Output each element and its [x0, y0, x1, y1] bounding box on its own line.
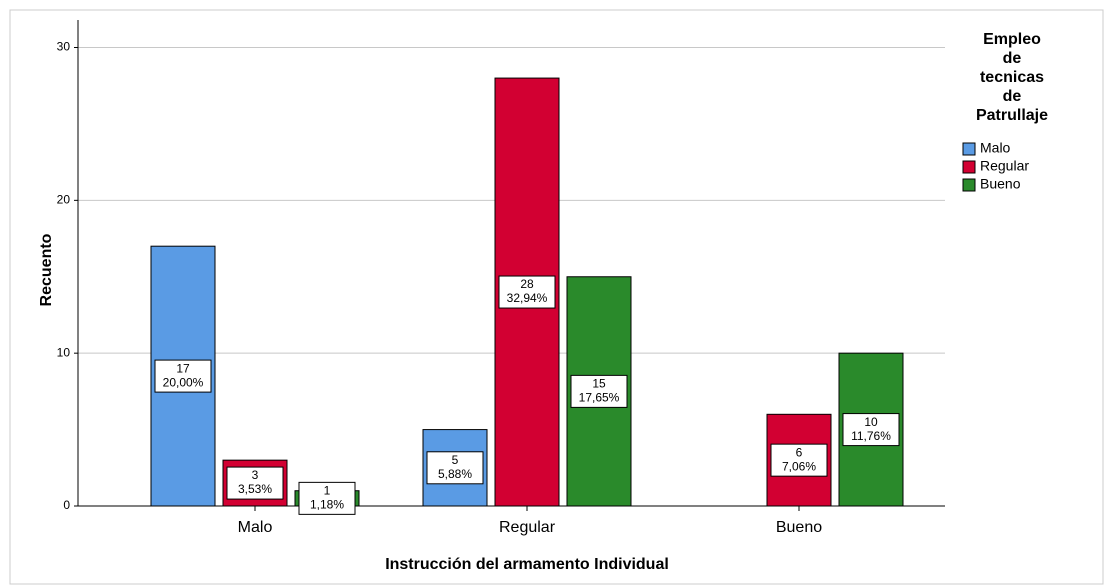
legend-swatch [962, 178, 976, 192]
y-tick-label: 0 [63, 498, 70, 512]
y-tick-label: 10 [57, 345, 71, 359]
data-label: 10 [864, 415, 878, 429]
y-tick-label: 30 [57, 40, 71, 54]
data-label-box [498, 275, 556, 309]
x-tick-label: Bueno [776, 519, 822, 536]
data-label: 3 [252, 468, 259, 482]
y-axis-label: Recuento [38, 233, 55, 306]
x-tick-label: Malo [238, 519, 273, 536]
data-label-percent: 5,88% [438, 467, 472, 481]
legend-swatch [962, 160, 976, 174]
data-label-box [770, 443, 828, 477]
data-label: 5 [452, 453, 459, 467]
legend-title: Empleo de tecnicas de Patrullaje [976, 31, 1048, 124]
data-label-percent: 1,18% [310, 498, 344, 512]
y-tick-label: 20 [57, 193, 71, 207]
x-tick-label: Regular [499, 519, 556, 536]
data-label: 15 [592, 377, 606, 391]
data-label-percent: 32,94% [507, 291, 548, 305]
data-label-box [842, 413, 900, 447]
data-label-box [426, 451, 484, 485]
legend-swatch [962, 142, 976, 156]
data-label-box [154, 359, 212, 393]
legend-label: Bueno [980, 176, 1021, 192]
data-label-box [570, 374, 628, 408]
data-label-percent: 17,65% [579, 391, 620, 405]
data-label-percent: 7,06% [782, 459, 816, 473]
data-label: 1 [324, 484, 331, 498]
legend-label: Regular [980, 158, 1029, 174]
data-label-box [226, 466, 284, 500]
data-label-percent: 11,76% [851, 429, 891, 443]
data-label-box [298, 481, 356, 515]
data-label-percent: 20,00% [163, 375, 204, 389]
x-axis-label: Instrucción del armamento Individual [385, 556, 669, 573]
data-label: 17 [176, 361, 190, 375]
data-label: 28 [520, 277, 534, 291]
legend-label: Malo [980, 140, 1011, 156]
data-label: 6 [796, 445, 803, 459]
data-label-percent: 3,53% [238, 482, 272, 496]
